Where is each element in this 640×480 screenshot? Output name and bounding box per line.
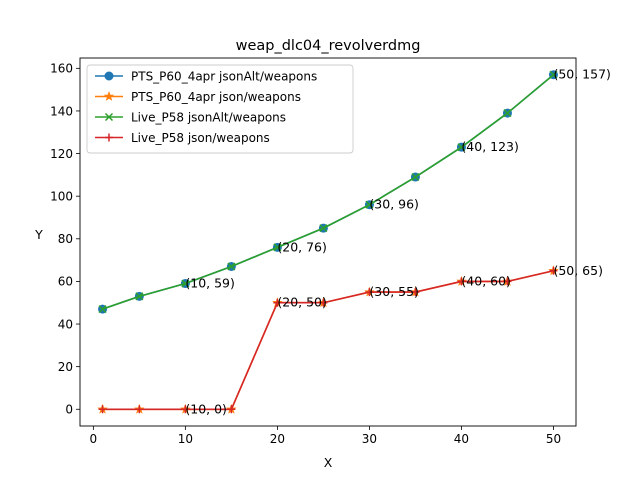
data-point [365, 200, 374, 209]
y-tick-label: 40 [58, 317, 73, 331]
legend-marker [103, 91, 115, 101]
y-axis-label: Y [34, 227, 43, 242]
y-tick-label: 60 [58, 275, 73, 289]
data-point [273, 298, 282, 307]
x-tick-label: 40 [454, 432, 469, 446]
x-tick-label: 50 [546, 432, 561, 446]
legend-marker [105, 133, 113, 142]
legend-label: PTS_P60_4apr json/weapons [131, 90, 301, 104]
data-point [135, 292, 144, 301]
legend-marker [104, 71, 114, 81]
data-point [549, 70, 558, 79]
legend-label: PTS_P60_4apr jsonAlt/weapons [131, 69, 317, 83]
y-tick-label: 0 [65, 403, 73, 417]
axes-frame [79, 57, 577, 427]
legend-box [86, 64, 354, 154]
data-point [411, 288, 420, 297]
data-label: (40, 60) [461, 273, 511, 288]
plot-area: 0 10 20 30 40 50 0 20 40 60 80 100 120 140 160 (10, 59)… [50, 57, 611, 446]
data-point [135, 405, 144, 414]
legend-entry: PTS_P60_4apr jsonAlt/weapons [95, 69, 317, 83]
data-point [319, 298, 328, 307]
legend: PTS_P60_4apr jsonAlt/weapons PTS_P60_4apr… [86, 64, 354, 154]
data-label: (50, 65) [553, 263, 603, 278]
series-3 [98, 70, 558, 314]
chart-title: weap_dlc04_revolverdmg [236, 38, 421, 54]
x-tick-label: 20 [270, 432, 285, 446]
data-label: (10, 0) [185, 401, 227, 416]
legend-label: Live_P58 jsonAlt/weapons [131, 110, 286, 124]
data-point [98, 305, 107, 314]
x-tick-label: 0 [90, 432, 98, 446]
data-point [227, 262, 236, 271]
data-point [98, 405, 107, 414]
data-label: (40, 123) [461, 139, 518, 154]
y-tick-label: 80 [58, 232, 73, 246]
data-label: (20, 50) [277, 295, 327, 310]
legend-marker [104, 112, 114, 122]
data-label: (10, 59) [185, 276, 235, 291]
series-4 [98, 266, 558, 414]
data-point [365, 288, 374, 297]
data-label: (30, 96) [369, 197, 419, 212]
y-tick-label: 20 [58, 360, 73, 374]
data-point [181, 279, 190, 288]
data-point [549, 266, 558, 275]
data-point [457, 277, 466, 286]
legend-entry: Live_P58 json/weapons [95, 131, 270, 145]
data-label: (50, 157) [553, 67, 610, 82]
x-tick-label: 10 [178, 432, 193, 446]
x-axis-label: X [324, 455, 333, 470]
data-point [411, 172, 420, 182]
legend-label: Live_P58 json/weapons [131, 131, 270, 145]
y-tick-label: 120 [50, 147, 73, 161]
data-point [503, 109, 512, 118]
data-point [227, 405, 236, 414]
data-point [181, 405, 190, 414]
y-tick-label: 160 [50, 62, 73, 76]
data-point [273, 243, 282, 252]
data-label: (20, 76) [277, 239, 327, 254]
data-point [503, 277, 512, 286]
data-point [319, 224, 328, 233]
data-label: (30, 55) [369, 284, 419, 299]
y-tick-label: 100 [50, 189, 73, 203]
legend-entry: PTS_P60_4apr json/weapons [95, 90, 301, 104]
legend-entry: Live_P58 jsonAlt/weapons [95, 110, 286, 124]
x-tick-label: 30 [362, 432, 377, 446]
data-point [457, 143, 466, 152]
y-tick-label: 140 [50, 104, 73, 118]
